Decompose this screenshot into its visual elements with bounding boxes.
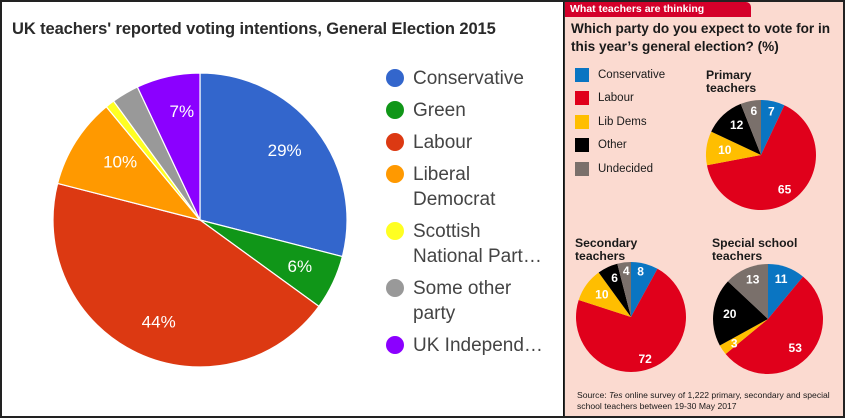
left-chart-title: UK teachers' reported voting intentions,…	[12, 20, 496, 38]
pie-slice	[136, 72, 201, 221]
special-pie-title: Special school teachers	[712, 237, 797, 263]
slice-label: 3	[731, 337, 738, 351]
legend-swatch-icon	[575, 161, 589, 176]
pie-title-line: teachers	[706, 81, 757, 95]
pie-slice	[740, 100, 761, 155]
legend-label: Conservative	[598, 68, 666, 81]
slice-label: 13	[746, 273, 760, 287]
source-text: online survey of 1,222 primary, secondar…	[577, 390, 830, 411]
slice-label: 11	[775, 272, 788, 286]
survey-question: Which party do you expect to vote for in…	[571, 21, 831, 54]
pie-slice	[706, 131, 761, 166]
pie-slice	[598, 263, 631, 317]
slice-label: 72	[638, 352, 652, 366]
slice-label: 20	[723, 307, 737, 321]
legend-label: UK Independ…	[413, 335, 543, 356]
legend-color-dot-icon	[386, 222, 404, 240]
slice-label: 29%	[268, 141, 302, 160]
legend-label: Liberal Democrat	[413, 164, 496, 210]
legend-label: Undecided	[598, 162, 653, 175]
pie-slice	[719, 319, 768, 355]
legend-label: Labour	[598, 92, 634, 104]
slice-label: 7%	[170, 102, 195, 121]
right-chart-panel: What teachers are thinking Which party d…	[564, 2, 843, 416]
legend-color-dot-icon	[386, 279, 404, 297]
legend-item: Labour	[575, 91, 665, 106]
pie-slice	[713, 281, 768, 346]
pie-title-line: Primary	[706, 68, 752, 82]
left-chart-panel: UK teachers' reported voting intentions,…	[2, 2, 563, 416]
slice-label: 6	[611, 271, 618, 285]
pie-slice	[631, 262, 658, 317]
legend-color-dot-icon	[386, 165, 404, 183]
slice-label: 7	[768, 104, 775, 118]
legend-label: Labour	[413, 132, 473, 153]
left-legend: Conservative Green Labour Liberal Democrat S…	[386, 66, 563, 365]
pie-slice	[617, 262, 631, 317]
legend-item[interactable]: Conservative	[386, 66, 563, 91]
legend-label: Some other party	[413, 278, 512, 324]
legend-item[interactable]: Some other party	[386, 276, 563, 326]
pie-slice	[761, 100, 785, 155]
pie-slice	[768, 264, 804, 319]
slice-label: 65	[778, 182, 792, 196]
pie-slice	[52, 182, 320, 368]
pie-slice	[727, 264, 768, 319]
source-note: Source: Tes online survey of 1,222 prima…	[577, 390, 842, 411]
secondary-pie-title: Secondary teachers	[575, 237, 637, 263]
slice-label: 6%	[287, 257, 312, 276]
legend-item: Lib Dems	[575, 114, 665, 129]
legend-color-dot-icon	[386, 336, 404, 354]
source-publication: Tes	[609, 390, 623, 400]
pie-slice	[56, 105, 202, 222]
primary-pie-title: Primary teachers	[706, 69, 756, 95]
source-prefix: Source:	[577, 390, 610, 400]
slice-label: 10	[595, 287, 609, 301]
slice-label: 12	[730, 118, 744, 132]
legend-swatch-icon	[575, 114, 589, 129]
legend-item[interactable]: Scottish National Part…	[386, 219, 563, 269]
slice-label: 4	[623, 264, 630, 278]
slice-label: 10%	[103, 153, 137, 172]
legend-swatch-icon	[575, 67, 589, 82]
right-legend: Conservative Labour Lib Dems Other Undecided	[575, 67, 665, 185]
pie-title-line: teachers	[712, 249, 763, 263]
pie-title-line: teachers	[575, 249, 626, 263]
slice-label: 10	[718, 143, 732, 157]
legend-label: Green	[413, 100, 466, 121]
legend-label: Conservative	[413, 68, 524, 89]
legend-item: Other	[575, 138, 665, 153]
pie-slice	[711, 103, 761, 155]
slice-label: 8	[637, 265, 644, 279]
pie-slice	[576, 268, 686, 372]
slice-label: 6	[750, 104, 757, 118]
legend-color-dot-icon	[386, 133, 404, 151]
legend-label: Other	[598, 139, 627, 151]
legend-swatch-icon	[575, 138, 589, 152]
legend-label: Scottish National Part…	[413, 221, 542, 267]
left-pie-chart: 29% 6% 44% 10% 7%	[52, 72, 348, 368]
legend-item[interactable]: Green	[386, 98, 563, 123]
legend-color-dot-icon	[386, 101, 404, 119]
pie-slice	[578, 272, 631, 317]
legend-color-dot-icon	[386, 69, 404, 87]
legend-item[interactable]: Liberal Democrat	[386, 162, 563, 212]
pie-title-line: Secondary	[575, 236, 638, 250]
pie-slice	[725, 276, 823, 374]
legend-item: Undecided	[575, 161, 665, 176]
legend-item: Conservative	[575, 67, 665, 82]
slice-label: 53	[789, 341, 803, 355]
section-tab: What teachers are thinking	[565, 2, 751, 17]
legend-item[interactable]: UK Independ…	[386, 333, 563, 358]
slice-label: 44%	[142, 312, 176, 331]
pie-slice	[199, 72, 348, 258]
legend-swatch-icon	[575, 91, 589, 105]
legend-label: Lib Dems	[598, 115, 647, 128]
pie-title-line: Special school	[712, 236, 798, 250]
pie-slice	[706, 105, 816, 210]
legend-item[interactable]: Labour	[386, 130, 563, 155]
